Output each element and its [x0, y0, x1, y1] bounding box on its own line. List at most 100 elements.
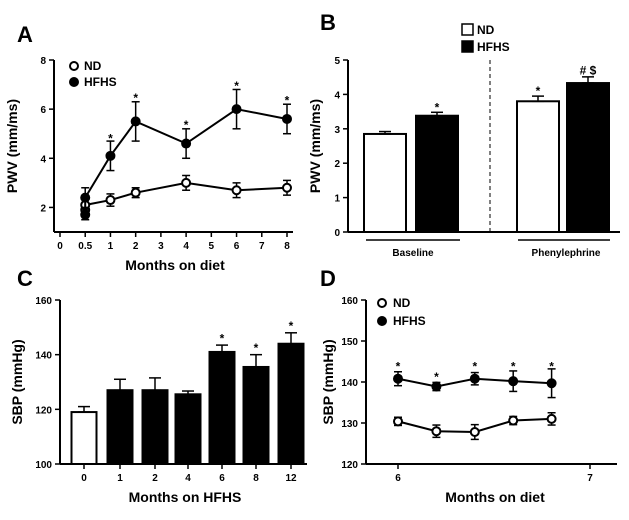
data-point-d-hfhs — [431, 381, 442, 392]
x-tick-label-a: 3 — [158, 241, 164, 252]
data-point-a-hfhs — [80, 192, 91, 203]
legend-label-d-nd: ND — [393, 296, 411, 310]
x-axis-title-d: Months on diet — [445, 489, 545, 505]
y-axis-title-a: PWV (mm/ms) — [4, 99, 20, 193]
bar-c — [141, 389, 169, 466]
significance-marker-b: * — [536, 84, 541, 98]
data-point-d-hfhs — [546, 378, 557, 389]
legend-label-a-nd: ND — [84, 59, 102, 73]
y-axis-title-c: SBP (mmHg) — [9, 339, 25, 424]
significance-marker-b: * — [435, 100, 440, 114]
data-point-d-nd — [546, 413, 557, 424]
significance-marker-a: * — [234, 79, 239, 93]
y-tick-label-c: 140 — [35, 351, 52, 362]
legend-label-a-hfhs: HFHS — [84, 75, 117, 89]
legend-marker-d-nd — [377, 298, 387, 308]
bar-c — [106, 389, 134, 466]
significance-marker-d: * — [434, 370, 439, 384]
legend-label-b-nd: ND — [477, 23, 495, 37]
legend-swatch-b-hfhs — [461, 40, 474, 53]
data-point-a-hfhs — [80, 209, 91, 220]
y-tick-label-a: 8 — [40, 56, 46, 67]
data-point-a-hfhs — [231, 104, 242, 115]
bar-c — [277, 342, 305, 466]
y-tick-label-a: 2 — [40, 203, 46, 214]
data-point-a-hfhs — [130, 116, 141, 127]
significance-marker-d: * — [396, 359, 401, 373]
group-label-baseline: Baseline — [392, 248, 434, 259]
significance-marker-b: # $ — [580, 63, 597, 77]
bar-c — [208, 350, 236, 465]
y-tick-label-b: 4 — [334, 90, 340, 101]
y-tick-label-c: 160 — [35, 296, 52, 307]
significance-marker-a: * — [184, 118, 189, 132]
y-tick-label-d: 150 — [341, 337, 358, 348]
x-tick-label-a: 1 — [108, 241, 114, 252]
x-axis-title-c: Months on HFHS — [129, 489, 242, 505]
x-tick-label-c: 12 — [285, 473, 297, 484]
significance-marker-c: * — [220, 331, 225, 345]
y-tick-label-b: 5 — [334, 56, 340, 67]
legend-label-d-hfhs: HFHS — [393, 314, 426, 328]
y-axis-title-d: SBP (mmHg) — [320, 339, 336, 424]
data-point-a-hfhs — [181, 138, 192, 149]
x-tick-label-a: 7 — [259, 241, 265, 252]
legend-marker-a-nd — [69, 61, 79, 71]
data-point-a-nd — [105, 195, 116, 206]
panel-label-d: D — [320, 266, 336, 291]
data-point-d-nd — [469, 427, 480, 438]
y-tick-label-d: 140 — [341, 378, 358, 389]
bar-c — [70, 411, 98, 466]
data-point-d-hfhs — [393, 373, 403, 384]
x-tick-label-c: 2 — [152, 473, 158, 484]
x-tick-label-a: 0 — [57, 241, 63, 252]
bar-c — [242, 365, 270, 466]
x-axis-title-a: Months on diet — [125, 257, 225, 273]
panel-label-a: A — [17, 22, 33, 47]
legend-label-b-hfhs: HFHS — [477, 40, 510, 54]
x-tick-label-a: 8 — [284, 241, 290, 252]
data-point-a-nd — [282, 182, 292, 193]
y-axis-title-b: PWV (mm/ms) — [307, 99, 323, 193]
significance-marker-d: * — [549, 359, 554, 373]
x-tick-label-a: 5 — [209, 241, 215, 252]
x-tick-label-c: 0 — [81, 473, 87, 484]
y-tick-label-b: 0 — [334, 228, 340, 239]
data-point-d-nd — [393, 416, 403, 427]
bar-b-hfhs — [566, 82, 610, 233]
panel-label-c: C — [17, 266, 33, 291]
data-point-a-hfhs — [105, 150, 116, 161]
bar-b-hfhs — [415, 114, 459, 233]
x-tick-label-d: 7 — [587, 473, 593, 484]
bar-b-nd — [516, 100, 560, 233]
x-tick-label-a: 4 — [183, 241, 189, 252]
y-tick-label-c: 120 — [35, 405, 52, 416]
data-point-d-hfhs — [508, 376, 519, 387]
significance-marker-c: * — [289, 319, 294, 333]
group-label-phenylephrine: Phenylephrine — [532, 248, 601, 259]
data-point-d-nd — [508, 415, 519, 426]
significance-marker-a: * — [285, 94, 290, 108]
significance-marker-c: * — [254, 341, 259, 355]
significance-marker-a: * — [133, 91, 138, 105]
significance-marker-a: * — [108, 132, 113, 146]
x-tick-label-c: 4 — [185, 473, 191, 484]
panel-label-b: B — [320, 10, 336, 35]
y-tick-label-a: 4 — [40, 154, 46, 165]
legend-marker-a-hfhs — [69, 77, 79, 87]
y-tick-label-a: 6 — [40, 105, 46, 116]
data-point-a-nd — [181, 177, 192, 188]
y-tick-label-b: 2 — [334, 159, 340, 170]
bar-c — [174, 393, 202, 465]
significance-marker-d: * — [472, 359, 477, 373]
data-point-d-nd — [431, 426, 442, 437]
data-point-a-nd — [130, 187, 141, 198]
data-point-d-hfhs — [469, 373, 480, 384]
significance-marker-d: * — [511, 359, 516, 373]
data-point-a-nd — [231, 185, 242, 196]
y-tick-label-d: 120 — [341, 460, 358, 471]
legend-marker-d-hfhs — [377, 316, 387, 326]
x-tick-label-d: 6 — [395, 473, 401, 484]
x-tick-label-c: 8 — [253, 473, 259, 484]
